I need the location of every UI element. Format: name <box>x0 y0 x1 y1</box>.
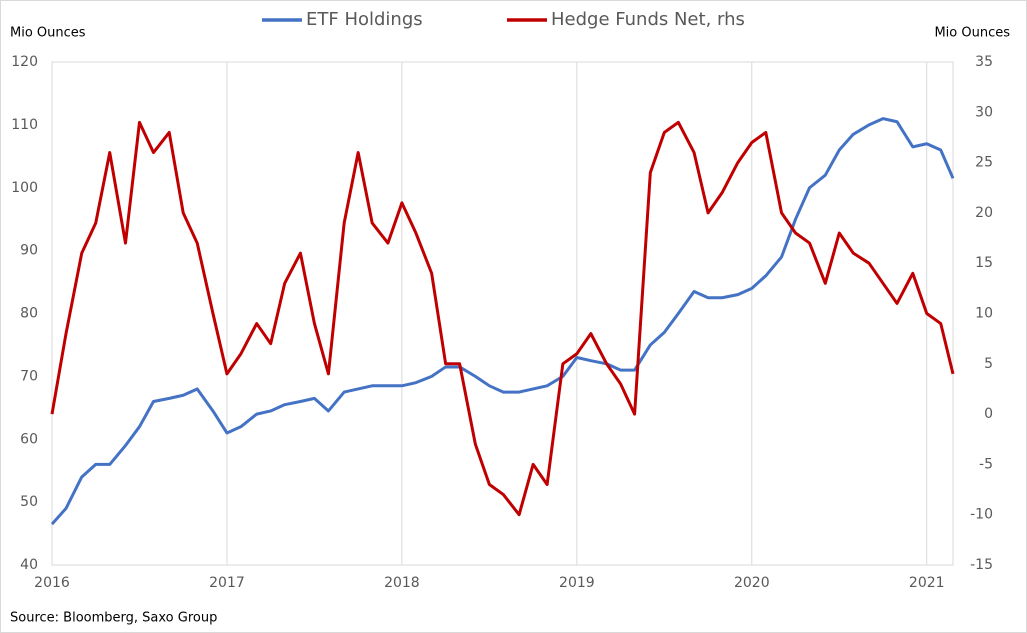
y2-tick-label: 10 <box>975 306 993 322</box>
x-tick-label: 2020 <box>734 575 770 591</box>
y-tick-label: 60 <box>20 431 38 447</box>
y2-tick-label: -15 <box>970 557 993 573</box>
x-tick-label: 2017 <box>209 575 245 591</box>
series-line <box>50 117 955 526</box>
y2-tick-label: 20 <box>975 205 993 221</box>
series-line <box>50 120 955 517</box>
source: Source: Bloomberg, Saxo Group <box>10 611 217 626</box>
y-axis-label: Mio Ounces <box>10 26 86 41</box>
x-tick-label: 2019 <box>559 575 595 591</box>
x-tick-label: 2016 <box>34 575 70 591</box>
y2-axis-label: Mio Ounces <box>934 26 1010 41</box>
y2-tick-label: 5 <box>984 356 993 372</box>
y-tick-label: 70 <box>20 368 38 384</box>
y-tick-label: 110 <box>11 117 38 133</box>
legend-label: Hedge Funds Net, rhs <box>551 9 745 30</box>
y-tick-label: 40 <box>20 557 38 573</box>
y2-tick-label: 0 <box>984 406 993 422</box>
y2-tick-label: -5 <box>979 456 993 472</box>
y-tick-label: 80 <box>20 306 38 322</box>
legend-label: ETF Holdings <box>306 9 423 30</box>
y-tick-label: 50 <box>20 494 38 510</box>
x-tick-label: 2018 <box>384 575 420 591</box>
x-tick-label: 2021 <box>909 575 945 591</box>
y-tick-label: 120 <box>11 54 38 70</box>
y2-tick-label: 15 <box>975 255 993 271</box>
y2-tick-label: 25 <box>975 155 993 171</box>
y-tick-label: 100 <box>11 180 38 196</box>
y2-tick-label: 30 <box>975 104 993 120</box>
y2-tick-label: 35 <box>975 54 993 70</box>
y2-tick-label: -10 <box>970 507 993 523</box>
y-tick-label: 90 <box>20 243 38 259</box>
